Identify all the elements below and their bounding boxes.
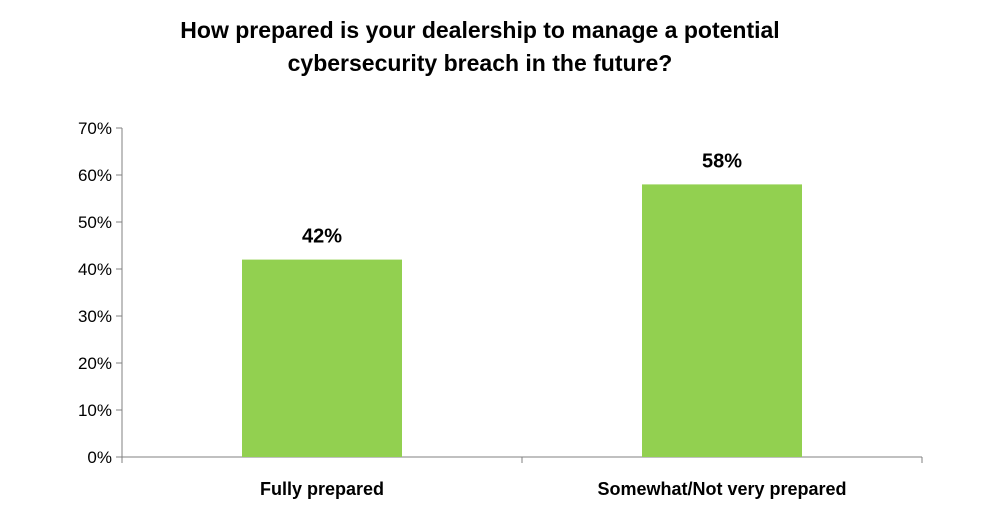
chart-title-line-1: How prepared is your dealership to manag… <box>180 17 780 43</box>
y-tick-label: 50% <box>78 213 112 232</box>
x-tick-label: Fully prepared <box>260 479 384 499</box>
x-tick-label: Somewhat/Not very prepared <box>597 479 846 499</box>
y-tick-label: 70% <box>78 119 112 138</box>
y-tick-label: 30% <box>78 307 112 326</box>
bar <box>642 184 802 457</box>
chart-title-line-2: cybersecurity breach in the future? <box>287 50 673 76</box>
y-tick-label: 10% <box>78 401 112 420</box>
y-tick-label: 0% <box>87 448 112 467</box>
bar <box>242 259 402 457</box>
y-tick-label: 60% <box>78 166 112 185</box>
y-tick-label: 20% <box>78 354 112 373</box>
y-tick-label: 40% <box>78 260 112 279</box>
data-label: 42% <box>302 226 342 248</box>
data-label: 58% <box>702 150 742 172</box>
